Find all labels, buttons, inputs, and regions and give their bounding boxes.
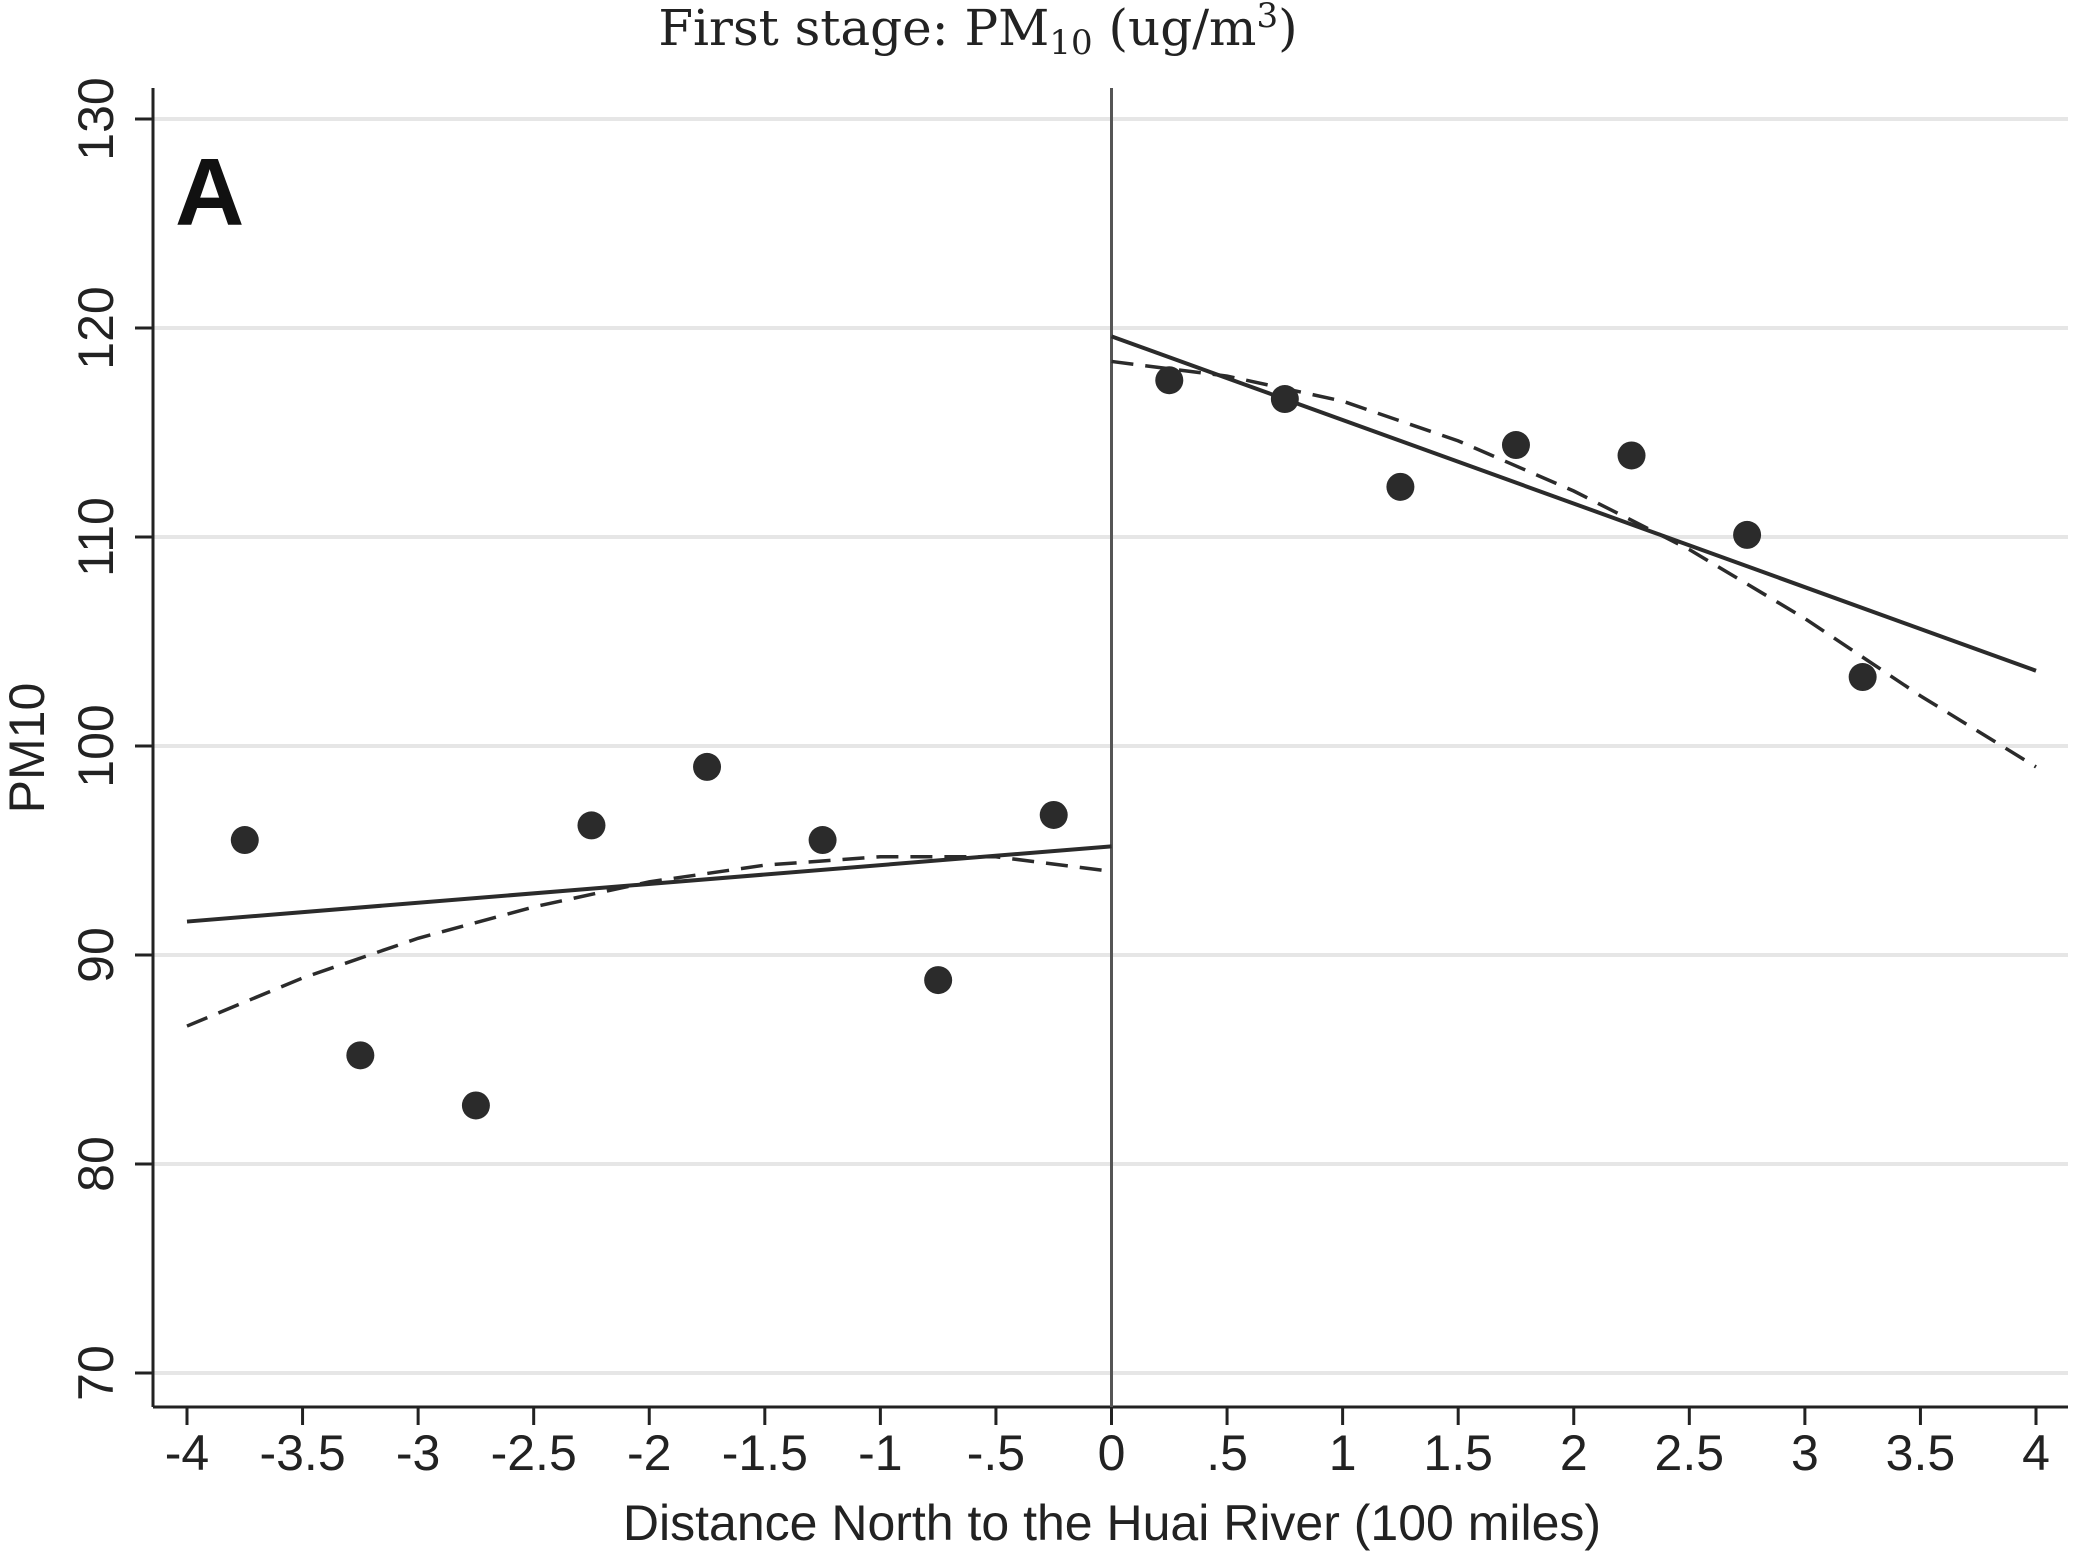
- y-tick-label: 120: [68, 286, 124, 369]
- linear-fit-line: [186, 844, 1112, 924]
- x-tick-label: -.5: [967, 1425, 1025, 1481]
- chart-title-main: First stage: PM: [658, 0, 1049, 57]
- chart-title-subscript: 10: [1049, 23, 1092, 63]
- data-point: [693, 752, 722, 781]
- y-axis-ticks: 70 80 90 100 110 120 130: [68, 77, 153, 1401]
- x-tick-label: 3.5: [1886, 1425, 1956, 1481]
- y-tick-label: 90: [68, 927, 124, 983]
- chart-title-unit-prefix: (ug/m: [1093, 0, 1257, 57]
- x-axis-label: Distance North to the Huai River (100 mi…: [623, 1495, 1601, 1551]
- data-point: [230, 826, 259, 855]
- y-tick-label: 80: [68, 1136, 124, 1192]
- data-point: [1617, 441, 1646, 470]
- data-point: [577, 811, 606, 840]
- y-axis-label: PM10: [0, 683, 55, 814]
- data-point: [1501, 431, 1530, 460]
- fit-lines: [186, 334, 2037, 1028]
- x-tick-label: -1: [858, 1425, 902, 1481]
- x-tick-label: -4: [165, 1425, 209, 1481]
- x-tick-label: 1.5: [1423, 1425, 1493, 1481]
- data-point: [1733, 520, 1762, 549]
- data-point: [1270, 385, 1299, 414]
- quadratic-fit-line: [186, 855, 1112, 1028]
- panel-label: A: [175, 139, 244, 246]
- x-tick-label: 4: [2022, 1425, 2050, 1481]
- x-tick-label: -2.5: [491, 1425, 577, 1481]
- data-point: [1386, 472, 1415, 501]
- data-point: [924, 966, 953, 995]
- x-tick-label: -3.5: [259, 1425, 345, 1481]
- y-tick-label: 130: [68, 77, 124, 160]
- data-point: [1039, 800, 1068, 829]
- x-axis-ticks: -4 -3.5 -3 -2.5 -2 -1.5 -1 -.5 0 .5 1 1.5 2 2.5 3 3.5 4: [165, 1407, 2050, 1481]
- y-tick-label: 110: [68, 497, 124, 577]
- chart-title-unit-suffix: ): [1278, 0, 1298, 57]
- x-tick-label: 3: [1791, 1425, 1819, 1481]
- x-tick-label: -1.5: [722, 1425, 808, 1481]
- data-point: [1155, 366, 1184, 395]
- data-point: [346, 1041, 375, 1070]
- quadratic-fit-line: [1111, 359, 2037, 769]
- x-tick-label: 1: [1329, 1425, 1357, 1481]
- x-tick-label: -2: [627, 1425, 671, 1481]
- y-tick-label: 100: [68, 704, 124, 787]
- data-point: [808, 826, 837, 855]
- y-tick-label: 70: [68, 1345, 124, 1401]
- x-tick-label: 2.5: [1655, 1425, 1725, 1481]
- data-point: [461, 1091, 490, 1120]
- linear-fit-line: [1110, 334, 2037, 673]
- chart-title: First stage: PM10 (ug/m3): [658, 0, 1297, 63]
- x-tick-label: -3: [396, 1425, 440, 1481]
- x-tick-label: 2: [1560, 1425, 1588, 1481]
- data-point: [1848, 663, 1877, 692]
- x-tick-label: .5: [1206, 1425, 1248, 1481]
- chart-title-unit-superscript: 3: [1256, 0, 1278, 36]
- scatter-points: [230, 366, 1877, 1120]
- x-tick-label: 0: [1098, 1425, 1126, 1481]
